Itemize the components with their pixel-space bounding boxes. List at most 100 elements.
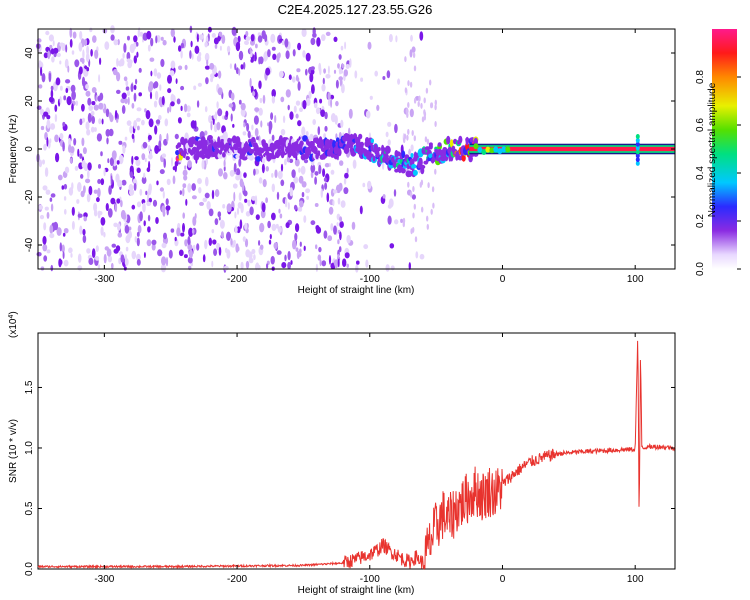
spectrogram-noise-cell <box>133 92 137 102</box>
spectrogram-signal-cell <box>461 154 466 162</box>
spectrogram-noise-cell <box>178 45 182 52</box>
spectrogram-noise-cell <box>205 157 208 165</box>
spectrogram-noise-cell <box>251 124 254 131</box>
spectrogram-noise-cell <box>339 231 342 241</box>
spectrogram-noise-cell <box>300 165 306 175</box>
spectrogram-noise-cell <box>240 64 244 70</box>
spectrogram-noise-cell <box>50 89 54 99</box>
spectrogram-noise-cell <box>114 110 118 119</box>
spectrogram-noise-cell <box>100 226 104 236</box>
spectrogram-noise-cell <box>346 234 351 244</box>
spectrogram-noise-cell <box>330 98 333 108</box>
spectrogram-noise-cell <box>153 82 157 89</box>
spectrogram-noise-cell <box>211 260 214 268</box>
spectrogram-signal-cell <box>428 143 433 150</box>
spectrogram-noise-cell <box>104 246 110 251</box>
snr-x-tick-label: 100 <box>627 574 644 585</box>
spectrogram-noise-cell <box>124 98 128 104</box>
spectrogram-noise-cell <box>305 68 308 76</box>
spectrogram-noise-cell <box>83 212 88 218</box>
spectrogram-noise-cell <box>243 122 246 128</box>
spectrogram-noise-cell <box>409 108 414 118</box>
spectrogram-noise-cell <box>295 113 299 119</box>
spectrogram-signal-cell <box>411 164 417 169</box>
spectrogram-noise-cell <box>182 169 188 177</box>
spectrogram-signal-cell <box>419 164 426 170</box>
spectrogram-noise-cell <box>82 49 85 60</box>
spectrogram-noise-cell <box>55 152 60 163</box>
spectrogram-noise-cell <box>274 169 278 178</box>
spectrogram-noise-cell <box>116 58 119 67</box>
spectrogram-noise-cell <box>184 64 188 71</box>
spectrogram-noise-cell <box>141 119 145 126</box>
spectrogram-noise-cell <box>143 252 146 258</box>
spectrogram-noise-cell <box>208 115 212 123</box>
spectrogram-signal-cell <box>497 148 503 155</box>
spectrogram-noise-cell <box>297 120 302 127</box>
spectrogram-noise-cell <box>93 127 97 132</box>
spectrogram-noise-cell <box>105 203 109 211</box>
spectrogram-signal-cell <box>473 137 478 146</box>
spectrogram-noise-cell <box>139 211 143 222</box>
spectrogram-noise-cell <box>75 100 79 106</box>
spectrogram-signal-cell <box>235 154 241 159</box>
spectrogram-noise-cell <box>53 221 59 231</box>
spectrogram-noise-cell <box>142 202 146 213</box>
spectrogram-noise-cell <box>148 84 153 93</box>
snr-x-tick-label: 0 <box>500 574 506 585</box>
spectrogram-signal-cell <box>424 146 431 151</box>
spectrogram-noise-cell <box>57 174 63 181</box>
spectrogram-noise-cell <box>265 67 271 76</box>
spectrogram-noise-cell <box>289 187 294 197</box>
spectrogram-noise-cell <box>137 29 140 38</box>
spectrogram-noise-cell <box>148 118 154 128</box>
spectrogram-noise-cell <box>317 254 322 261</box>
spectrogram-noise-cell <box>183 103 188 113</box>
spectrogram-noise-cell <box>278 52 281 59</box>
spectrogram-noise-cell <box>382 76 386 80</box>
spectrogram-signal-cell <box>481 149 487 155</box>
spectrogram-noise-cell <box>87 112 92 123</box>
spectrogram-noise-cell <box>278 70 284 78</box>
spectrogram-noise-cell <box>301 181 307 188</box>
spectrogram-noise-cell <box>71 103 74 112</box>
spectrogram-noise-cell <box>344 41 347 50</box>
spectrogram-noise-cell <box>251 195 256 201</box>
spectrogram-noise-cell <box>107 255 113 263</box>
spectrogram-noise-cell <box>374 70 379 77</box>
spectrogram-noise-cell <box>342 258 347 268</box>
spectrogram-noise-cell <box>233 162 237 173</box>
spectrogram-noise-cell <box>365 110 371 119</box>
spectrogram-noise-cell <box>271 134 275 141</box>
spectrogram-noise-cell <box>338 76 344 81</box>
spectrogram-noise-cell <box>81 58 85 64</box>
spectrogram-y-tick-label: 0 <box>24 146 35 152</box>
spectrogram-noise-cell <box>191 53 194 60</box>
spectrogram-noise-cell <box>390 265 395 271</box>
spectrogram-noise-cell <box>328 254 332 265</box>
spectrogram-noise-cell <box>284 197 288 208</box>
spectrogram-noise-cell <box>61 185 65 190</box>
spectrogram-noise-cell <box>175 78 178 84</box>
spectrogram-noise-cell <box>182 183 187 189</box>
spectrogram-noise-cell <box>323 230 328 239</box>
spectrogram-noise-cell <box>196 55 202 62</box>
spectrogram-signal-cell <box>259 147 265 154</box>
spectrogram-noise-cell <box>226 45 231 53</box>
spectrogram-noise-cell <box>219 45 222 51</box>
spectrogram-noise-cell <box>111 262 114 270</box>
spectrogram-noise-cell <box>159 187 164 192</box>
spectrogram-signal-cell <box>485 146 491 153</box>
spectrogram-noise-cell <box>161 242 167 249</box>
spectrogram-noise-cell <box>159 133 162 143</box>
spectrogram-noise-cell <box>69 27 73 38</box>
spectrogram-noise-cell <box>341 63 345 69</box>
spectrogram-noise-cell <box>43 111 49 117</box>
spectrogram-noise-cell <box>171 157 173 167</box>
spectrogram-noise-cell <box>288 74 292 80</box>
spectrogram-noise-cell <box>49 197 53 202</box>
spectrogram-noise-cell <box>190 40 193 48</box>
spectrogram-noise-cell <box>81 137 85 147</box>
spectrogram-noise-cell <box>65 88 69 93</box>
spectrogram-noise-cell <box>111 243 117 248</box>
